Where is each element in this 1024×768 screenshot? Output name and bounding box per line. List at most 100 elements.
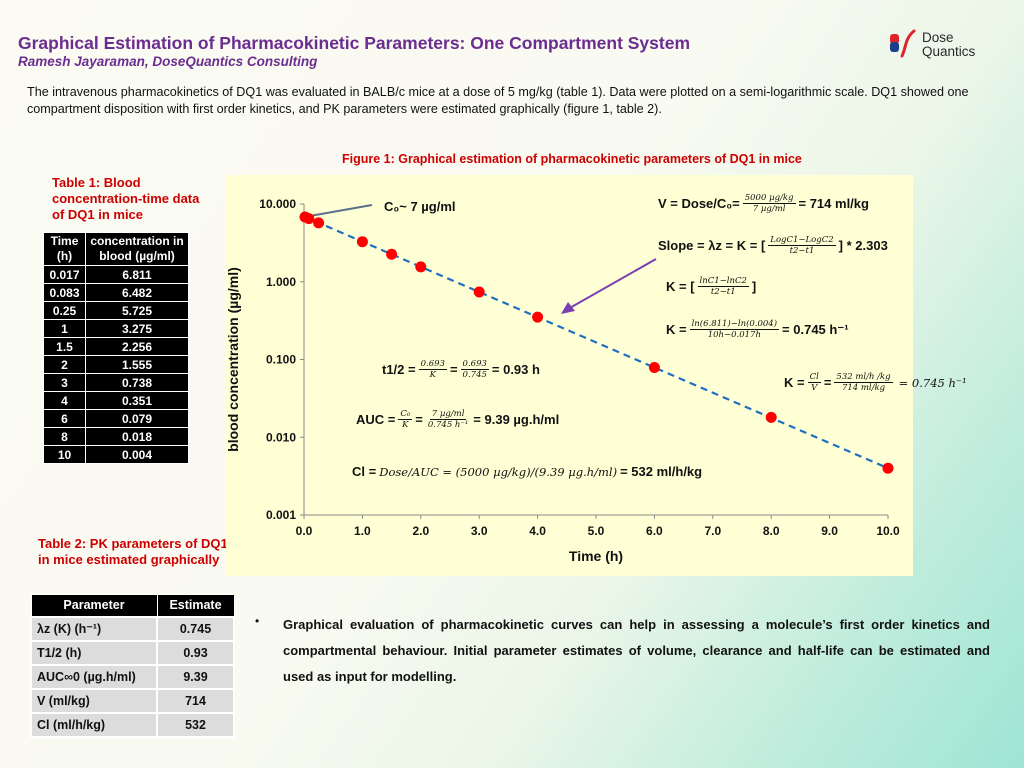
table1-header-concentration: concentration in blood (µg/ml) bbox=[85, 232, 189, 266]
k-value-equation: K = ln(6.811)−ln(0.004) 10h−0.017h = 0.74… bbox=[666, 319, 849, 340]
y-tick-label: 1.000 bbox=[266, 275, 296, 289]
concentration-cell: 6.811 bbox=[85, 265, 189, 284]
fit-line bbox=[303, 215, 889, 470]
table-row: 1 3.275 bbox=[43, 319, 189, 338]
figure-title: Figure 1: Graphical estimation of pharma… bbox=[342, 152, 802, 166]
thalf-eq-den2: 0.745 bbox=[462, 370, 487, 380]
table1-title: Table 1: Blood concentration-time data o… bbox=[52, 175, 200, 222]
thalf-eq-mid: = bbox=[449, 362, 458, 377]
data-point bbox=[386, 248, 398, 260]
data-point bbox=[473, 286, 485, 298]
auc-eq-fraction1: C₀ K bbox=[398, 409, 413, 430]
concentration-cell: 0.738 bbox=[85, 373, 189, 392]
k-cl-eq-num2: 532 ml/h /kg bbox=[834, 372, 893, 383]
logo-text-quantics: Quantics bbox=[922, 44, 976, 59]
table-row: 2 1.555 bbox=[43, 355, 189, 374]
concentration-cell: 6.482 bbox=[85, 283, 189, 302]
table-row: 4 0.351 bbox=[43, 391, 189, 410]
data-point bbox=[648, 361, 660, 373]
page-title: Graphical Estimation of Pharmacokinetic … bbox=[18, 33, 691, 53]
time-cell: 0.017 bbox=[43, 265, 86, 284]
x-tick-label: 1.0 bbox=[354, 524, 371, 538]
k-cl-eq-rhs: = 0.745 h⁻¹ bbox=[898, 375, 967, 390]
parameter-cell: λz (K) (h⁻¹) bbox=[30, 615, 158, 642]
cl-eq-lhs: Cl = bbox=[352, 464, 377, 479]
concentration-cell: 0.351 bbox=[85, 391, 189, 410]
slope-eq-den: t2−t1 bbox=[789, 246, 815, 256]
time-cell: 0.25 bbox=[43, 301, 86, 320]
thalf-eq-den1: K bbox=[429, 370, 436, 380]
dosequantics-logo: Dose Quantics bbox=[888, 28, 998, 62]
v-eq-lhs: V = Dose/C₀= bbox=[658, 196, 740, 211]
x-tick-label: 2.0 bbox=[412, 524, 429, 538]
concentration-cell: 1.555 bbox=[85, 355, 189, 374]
k-eq-rhs: ] bbox=[751, 279, 757, 294]
table-row: 0.083 6.482 bbox=[43, 283, 189, 302]
summary-text: Graphical evaluation of pharmacokinetic … bbox=[283, 617, 990, 684]
x-tick-label: 7.0 bbox=[704, 524, 721, 538]
x-tick-label: 0.0 bbox=[296, 524, 313, 538]
k-cl-eq-lhs: K = bbox=[784, 375, 805, 390]
auc-eq-den1: K bbox=[402, 420, 409, 430]
auc-equation: AUC = C₀ K = 7 µg/ml 0.745 h⁻¹ = 9.39 µg.h… bbox=[356, 409, 559, 430]
auc-eq-den2: 0.745 h⁻¹ bbox=[427, 420, 469, 430]
slope-eq-num: LogC1−LogC2 bbox=[768, 235, 836, 246]
x-tick-label: 4.0 bbox=[529, 524, 546, 538]
k-equation: K = [ lnC1−lnC2 t2−t1 ] bbox=[666, 276, 756, 297]
time-cell: 3 bbox=[43, 373, 86, 392]
parameter-cell: AUC∞0 (µg.h/ml) bbox=[30, 663, 158, 690]
thalf-eq-rhs: = 0.93 h bbox=[491, 362, 540, 377]
k-eq-lhs: K = [ bbox=[666, 279, 695, 294]
estimate-cell: 714 bbox=[156, 687, 235, 714]
k-eq-num: lnC1−lnC2 bbox=[697, 276, 749, 287]
v-eq-den: 7 µg/ml bbox=[752, 204, 786, 214]
time-cell: 2 bbox=[43, 355, 86, 374]
table2-body: λz (K) (h⁻¹) 0.745 T1/2 (h) 0.93 AUC∞0 (µg.h… bbox=[30, 615, 235, 738]
table-row: AUC∞0 (µg.h/ml) 9.39 bbox=[30, 663, 235, 690]
k-cl-eq-mid: = bbox=[823, 375, 832, 390]
thalf-eq-num2: 0.693 bbox=[460, 359, 489, 370]
v-eq-num: 5000 µg/kg bbox=[742, 193, 796, 204]
table2-header-parameter: Parameter bbox=[30, 594, 158, 617]
author-line: Ramesh Jayaraman, DoseQuantics Consultin… bbox=[18, 54, 318, 69]
table-row: 0.017 6.811 bbox=[43, 265, 189, 284]
time-cell: 1.5 bbox=[43, 337, 86, 356]
x-tick-label: 5.0 bbox=[588, 524, 605, 538]
x-tick-label: 8.0 bbox=[763, 524, 780, 538]
k-val-eq-lhs: K = bbox=[666, 322, 687, 337]
time-cell: 8 bbox=[43, 427, 86, 446]
table2-header-estimate: Estimate bbox=[156, 594, 235, 617]
k-val-eq-rhs: = 0.745 h⁻¹ bbox=[782, 321, 849, 337]
y-tick-label: 0.001 bbox=[266, 508, 296, 522]
slope-eq-lhs: Slope = λz = K = [ bbox=[658, 238, 766, 253]
clearance-equation: Cl = Dose/AUC = (5000 µg/kg)/(9.39 µg.h/… bbox=[352, 464, 702, 479]
x-tick-label: 9.0 bbox=[821, 524, 838, 538]
logo-mark-icon bbox=[890, 29, 916, 58]
data-point bbox=[356, 236, 368, 248]
chart-svg: 0.001 0.010 0.100 1.000 10.000 0.0 1.0 2.0 3.0 4.… bbox=[226, 197, 900, 564]
concentration-cell: 0.018 bbox=[85, 427, 189, 446]
table2-title: Table 2: PK parameters of DQ1 in mice es… bbox=[38, 536, 228, 567]
y-tick-label: 0.010 bbox=[266, 430, 296, 444]
concentration-time-table: Time (h) concentration in blood (µg/ml) … bbox=[43, 232, 189, 464]
volume-equation: V = Dose/C₀= 5000 µg/kg 7 µg/ml = 714 ml/… bbox=[658, 193, 869, 214]
time-cell: 6 bbox=[43, 409, 86, 428]
table1-body: 0.017 6.811 0.083 6.482 0.25 5.725 1 3.275 1.5 2.… bbox=[43, 265, 189, 464]
logo-text-dose: Dose bbox=[922, 30, 954, 45]
k-clearance-equation: K = Cl V = 532 ml/h /kg 714 ml/kg = 0.745 … bbox=[784, 372, 970, 393]
time-cell: 0.083 bbox=[43, 283, 86, 302]
table-row: 10 0.004 bbox=[43, 445, 189, 464]
v-eq-fraction: 5000 µg/kg 7 µg/ml bbox=[742, 193, 796, 214]
data-point bbox=[313, 217, 325, 229]
v-eq-rhs: = 714 ml/kg bbox=[798, 196, 869, 211]
parameter-cell: Cl (ml/h/kg) bbox=[30, 711, 158, 738]
data-point bbox=[415, 261, 427, 273]
thalf-eq-num1: 0.693 bbox=[418, 359, 447, 370]
time-cell: 4 bbox=[43, 391, 86, 410]
table-row: Cl (ml/h/kg) 532 bbox=[30, 711, 235, 738]
intro-paragraph: The intravenous pharmacokinetics of DQ1 … bbox=[27, 85, 969, 116]
k-cl-eq-den1: V bbox=[811, 383, 818, 393]
slope-arrow-head-icon bbox=[561, 302, 575, 314]
table-row: T1/2 (h) 0.93 bbox=[30, 639, 235, 666]
k-cl-eq-num1: Cl bbox=[807, 372, 821, 383]
